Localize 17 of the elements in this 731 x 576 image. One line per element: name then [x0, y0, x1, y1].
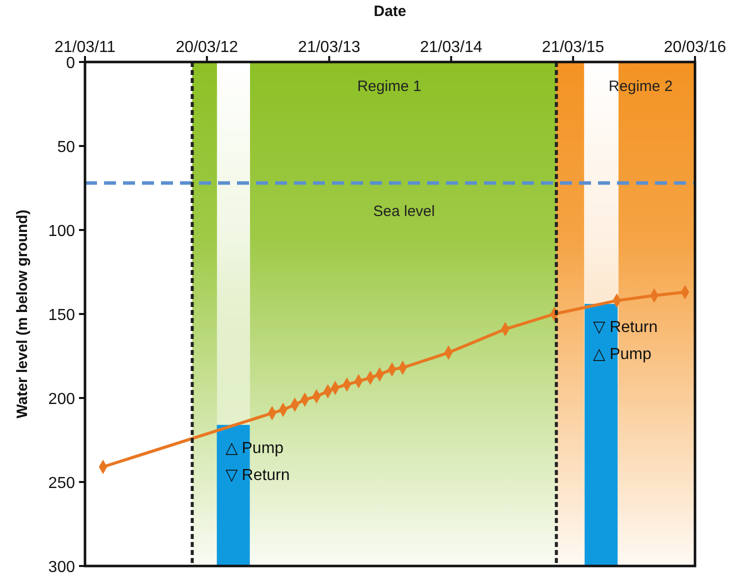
y-axis-title: Water level (m below ground): [14, 210, 31, 418]
x-tick-label: 20/03/12: [176, 39, 238, 56]
y-tick-label: 200: [48, 391, 76, 408]
y-tick-label: 50: [57, 139, 76, 156]
y-tick-label: 0: [66, 55, 76, 72]
y-tick-label: 150: [48, 307, 76, 324]
x-axis-title: Date: [374, 3, 406, 20]
x-tick-label: 20/03/16: [664, 39, 726, 56]
x-tick-label: 21/03/13: [298, 39, 360, 56]
ref-line-label: Sea level: [373, 202, 435, 220]
y-tick-label: 100: [48, 223, 76, 240]
y-tick-label: 300: [48, 559, 76, 576]
x-tick-label: 21/03/11: [54, 39, 116, 56]
x-tick-label: 21/03/14: [420, 39, 482, 56]
y-tick-label: 250: [48, 475, 76, 492]
x-tick-label: 21/03/15: [542, 39, 604, 56]
band-label: Regime 1: [357, 78, 422, 95]
